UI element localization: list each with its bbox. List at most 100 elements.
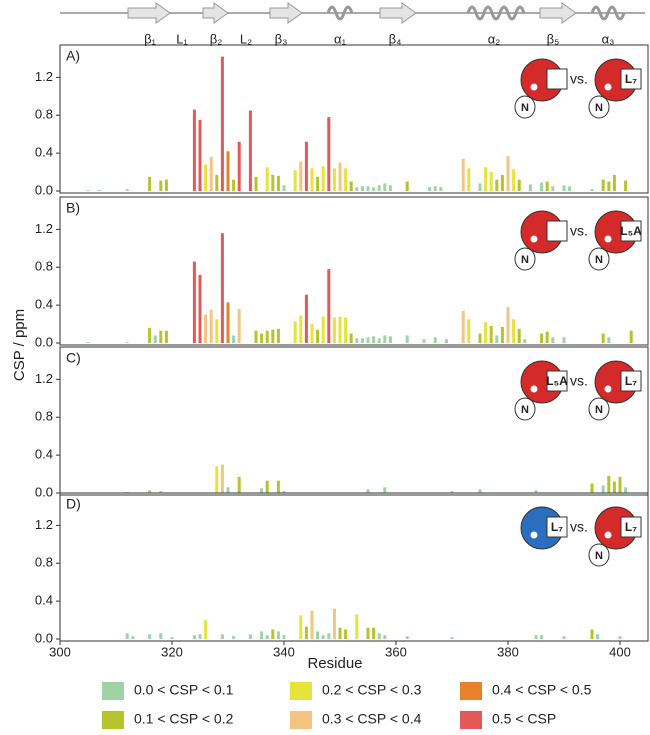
ss-label: β₂ [210, 31, 223, 46]
bar [344, 317, 348, 343]
pocket [530, 235, 538, 243]
bar [327, 269, 331, 343]
bar [366, 627, 370, 639]
bar [500, 326, 504, 343]
pocket [530, 531, 538, 539]
ligand-label: L₅A [546, 374, 568, 388]
bar [383, 335, 387, 343]
bar [534, 490, 538, 493]
vs-label: vs. [570, 373, 588, 389]
bar [316, 631, 320, 639]
y-tick-label: 0.8 [35, 555, 53, 570]
x-tick-label: 320 [161, 644, 183, 659]
pocket [604, 531, 612, 539]
bar [321, 635, 325, 639]
legend-label: 0.3 < CSP < 0.4 [322, 711, 422, 727]
bar [484, 167, 488, 191]
bar [316, 329, 320, 343]
legend-label: 0.5 < CSP [492, 711, 556, 727]
n-label: N [595, 404, 603, 416]
bar [310, 168, 314, 191]
ss-label: β₁ [144, 31, 156, 46]
y-tick-label: 1.2 [35, 221, 53, 236]
bar [97, 190, 101, 191]
n-label: N [521, 102, 529, 114]
panel-label: B) [66, 200, 80, 216]
panel-label: C) [66, 350, 81, 366]
bar [293, 321, 297, 343]
bar [226, 487, 230, 493]
x-tick-label: 340 [273, 644, 295, 659]
ligand-box [620, 370, 642, 392]
n-domain [588, 543, 610, 567]
bar [293, 170, 297, 191]
bar [484, 322, 488, 343]
ligand-box [620, 68, 642, 90]
panel-frame [59, 346, 649, 496]
y-tick-label: 0.8 [35, 107, 53, 122]
bar [506, 155, 510, 191]
pocket [604, 83, 612, 91]
x-tick-label: 300 [49, 644, 71, 659]
legend-label: 0.1 < CSP < 0.2 [134, 711, 234, 727]
bar [276, 175, 280, 191]
y-axis-label: CSP / ppm [11, 309, 28, 381]
bar [405, 636, 409, 639]
n-domain [514, 247, 536, 271]
pocket [530, 83, 538, 91]
bar [209, 309, 213, 343]
ligand-box [620, 516, 642, 538]
bar [192, 635, 196, 639]
bar [444, 339, 448, 343]
bar [260, 631, 264, 639]
bar [450, 637, 454, 639]
bar [618, 636, 622, 639]
bar [220, 233, 224, 343]
bar [517, 179, 521, 191]
y-tick-label: 1.2 [35, 69, 53, 84]
bar [607, 475, 611, 493]
bar [299, 315, 303, 343]
x-tick-label: 400 [609, 644, 631, 659]
bar [596, 634, 600, 639]
bar [534, 635, 538, 639]
secondary-structure [60, 2, 645, 24]
bar [383, 487, 387, 493]
bar [377, 185, 381, 191]
bar [528, 184, 532, 191]
ligand-box [546, 370, 568, 392]
bar [629, 330, 633, 343]
bar [506, 307, 510, 343]
bar [209, 156, 213, 191]
bar [321, 316, 325, 343]
bar [271, 174, 275, 191]
bar [198, 274, 202, 343]
bar [377, 633, 381, 639]
bar [260, 333, 264, 343]
bar [310, 610, 314, 639]
bar [422, 339, 426, 343]
bar [282, 185, 286, 191]
bar [232, 636, 236, 639]
bar [590, 189, 594, 191]
bar [607, 181, 611, 191]
bar [562, 636, 566, 639]
bar [467, 168, 471, 191]
n-domain [588, 247, 610, 271]
ligand-label: L₇ [625, 72, 637, 86]
bar [159, 180, 163, 191]
bar [265, 330, 269, 343]
bar [276, 328, 280, 343]
y-tick-label: 0.4 [35, 145, 53, 160]
ss-label: β₃ [275, 31, 288, 46]
pocket [604, 235, 612, 243]
bar [332, 608, 336, 639]
legend-swatch [102, 711, 124, 729]
legend-swatch [460, 711, 482, 729]
bar [204, 620, 208, 639]
bar [512, 169, 516, 191]
y-tick-label: 0.0 [35, 182, 53, 197]
y-tick-label: 0.4 [35, 297, 53, 312]
bar [260, 488, 264, 493]
bar [388, 336, 392, 343]
